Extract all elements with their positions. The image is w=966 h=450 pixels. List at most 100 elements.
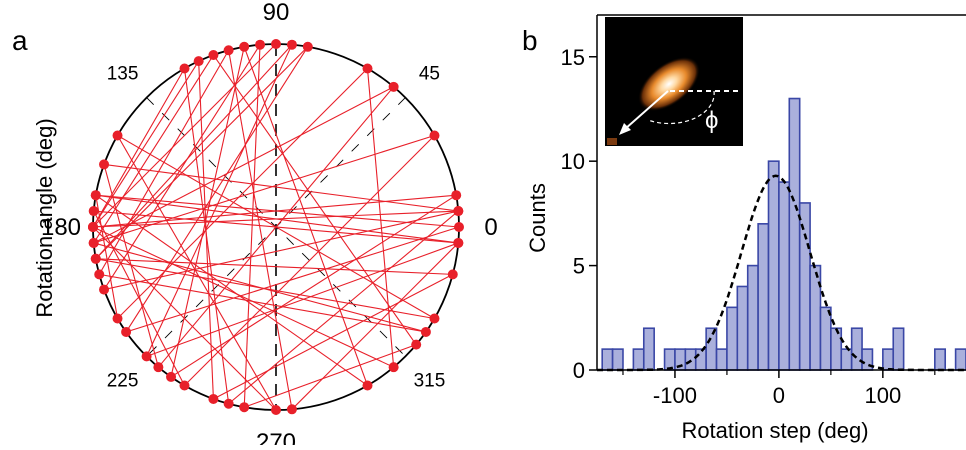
histogram-bar [788, 97, 801, 371]
trajectory-point [90, 190, 101, 201]
trajectory-segment [170, 194, 457, 378]
trajectory-point [88, 222, 98, 232]
histogram-x-axis-label: Rotation step (deg) [681, 418, 868, 443]
inset-pixel-speck [607, 138, 617, 145]
inset-image: ϕ [605, 17, 743, 146]
histogram-bar [611, 348, 624, 371]
trajectory-point [239, 402, 250, 413]
trajectory-segment [243, 44, 261, 408]
trajectory-segment [93, 134, 435, 244]
histogram-bar [736, 285, 749, 371]
polar-tick-label: 135 [107, 64, 139, 85]
histogram-bar [809, 264, 822, 371]
trajectory-segment [93, 210, 185, 386]
histogram-bar [850, 327, 863, 371]
trajectory-point [99, 159, 110, 170]
trajectory-segment [95, 194, 460, 228]
histogram-bar [798, 202, 811, 371]
histogram-bar [684, 348, 697, 371]
trajectory-segment [103, 210, 459, 291]
x-tick-label: 0 [773, 383, 785, 408]
trajectory-segment [146, 242, 459, 357]
inset-angle-symbol: ϕ [705, 107, 718, 134]
trajectory-point [141, 351, 152, 362]
histogram-bar [642, 327, 655, 371]
polar-tick-label: 270 [256, 429, 296, 445]
trajectory-point [388, 362, 399, 373]
trajectory-point [411, 339, 422, 350]
trajectory-point [362, 380, 373, 391]
histogram-bar [840, 348, 853, 371]
trajectory-point [179, 380, 190, 391]
polar-tick-label: 90 [263, 0, 290, 26]
trajectory-segment [117, 135, 277, 411]
trajectory-segment [125, 226, 460, 333]
histogram-bar [715, 348, 728, 371]
trajectory-point [302, 41, 313, 52]
trajectory-segment [92, 60, 200, 228]
trajectory-segment [183, 68, 230, 404]
trajectory-point [451, 190, 462, 201]
polar-tick-label: 315 [414, 370, 446, 391]
histogram-bar [694, 348, 707, 371]
trajectory-segment [93, 86, 394, 244]
trajectory-point [420, 326, 431, 337]
histogram-bar [830, 327, 843, 371]
trajectory-segment [92, 68, 185, 228]
trajectory-point [121, 326, 132, 337]
arrow-head-icon [619, 123, 631, 135]
x-tick-label: -100 [653, 383, 697, 408]
histogram-bar [767, 160, 780, 371]
trajectory-point [271, 39, 281, 49]
trajectory-segment [212, 54, 417, 345]
trajectory-point [208, 50, 219, 61]
polar-angle-ticks: 0 45 90 135 180 225 270 315 [41, 0, 498, 450]
trajectory-point [88, 206, 99, 217]
trajectory-point [208, 393, 219, 404]
histogram-bar [934, 348, 947, 371]
trajectory-segment [291, 242, 459, 410]
trajectory-segment [213, 273, 454, 400]
trajectory-point [447, 269, 458, 280]
trajectory-segment [103, 164, 159, 368]
trajectory-point [90, 253, 101, 264]
trajectory-segment [93, 242, 427, 333]
panel-label-b: b [522, 25, 538, 56]
trajectory-segment [157, 86, 395, 368]
trajectory-point [112, 313, 123, 324]
trajectory-segment [99, 273, 427, 333]
trajectory-point [94, 269, 105, 280]
histogram-bar [746, 264, 759, 371]
histogram-bar [632, 348, 645, 371]
polar-tick-label: 225 [107, 370, 139, 391]
trajectory-segment [93, 54, 214, 244]
inset-direction-arrow [624, 90, 669, 130]
panel-label-a: a [12, 25, 28, 56]
trajectory-segment [95, 194, 459, 244]
trajectory-segment [92, 226, 394, 368]
trajectory-point [112, 130, 123, 141]
trajectory-segment [244, 344, 417, 408]
y-tick-label: 0 [573, 358, 585, 383]
histogram-bar [757, 223, 770, 371]
polar-panel: a Rotation angle (deg) 0 45 90 135 180 225 270… [12, 0, 498, 450]
trajectory-point [193, 56, 204, 67]
trajectory-point [362, 63, 373, 74]
trajectory-segment [103, 44, 261, 290]
trajectory-point [153, 362, 164, 373]
y-tick-label: 15 [561, 45, 585, 70]
trajectory-point [429, 313, 440, 324]
histogram-bars [601, 97, 966, 371]
trajectory-point [255, 39, 266, 50]
trajectory-segment [228, 50, 293, 410]
trajectory-segment [184, 135, 435, 386]
trajectory-point [453, 237, 464, 248]
histogram-bar [954, 348, 966, 371]
trajectory-point [429, 130, 440, 141]
trajectory-point [388, 81, 399, 92]
trajectory-point [286, 404, 297, 415]
histogram-y-axis-label: Counts [525, 183, 550, 253]
fluorescent-spot [638, 56, 700, 112]
trajectory-point [223, 45, 234, 56]
